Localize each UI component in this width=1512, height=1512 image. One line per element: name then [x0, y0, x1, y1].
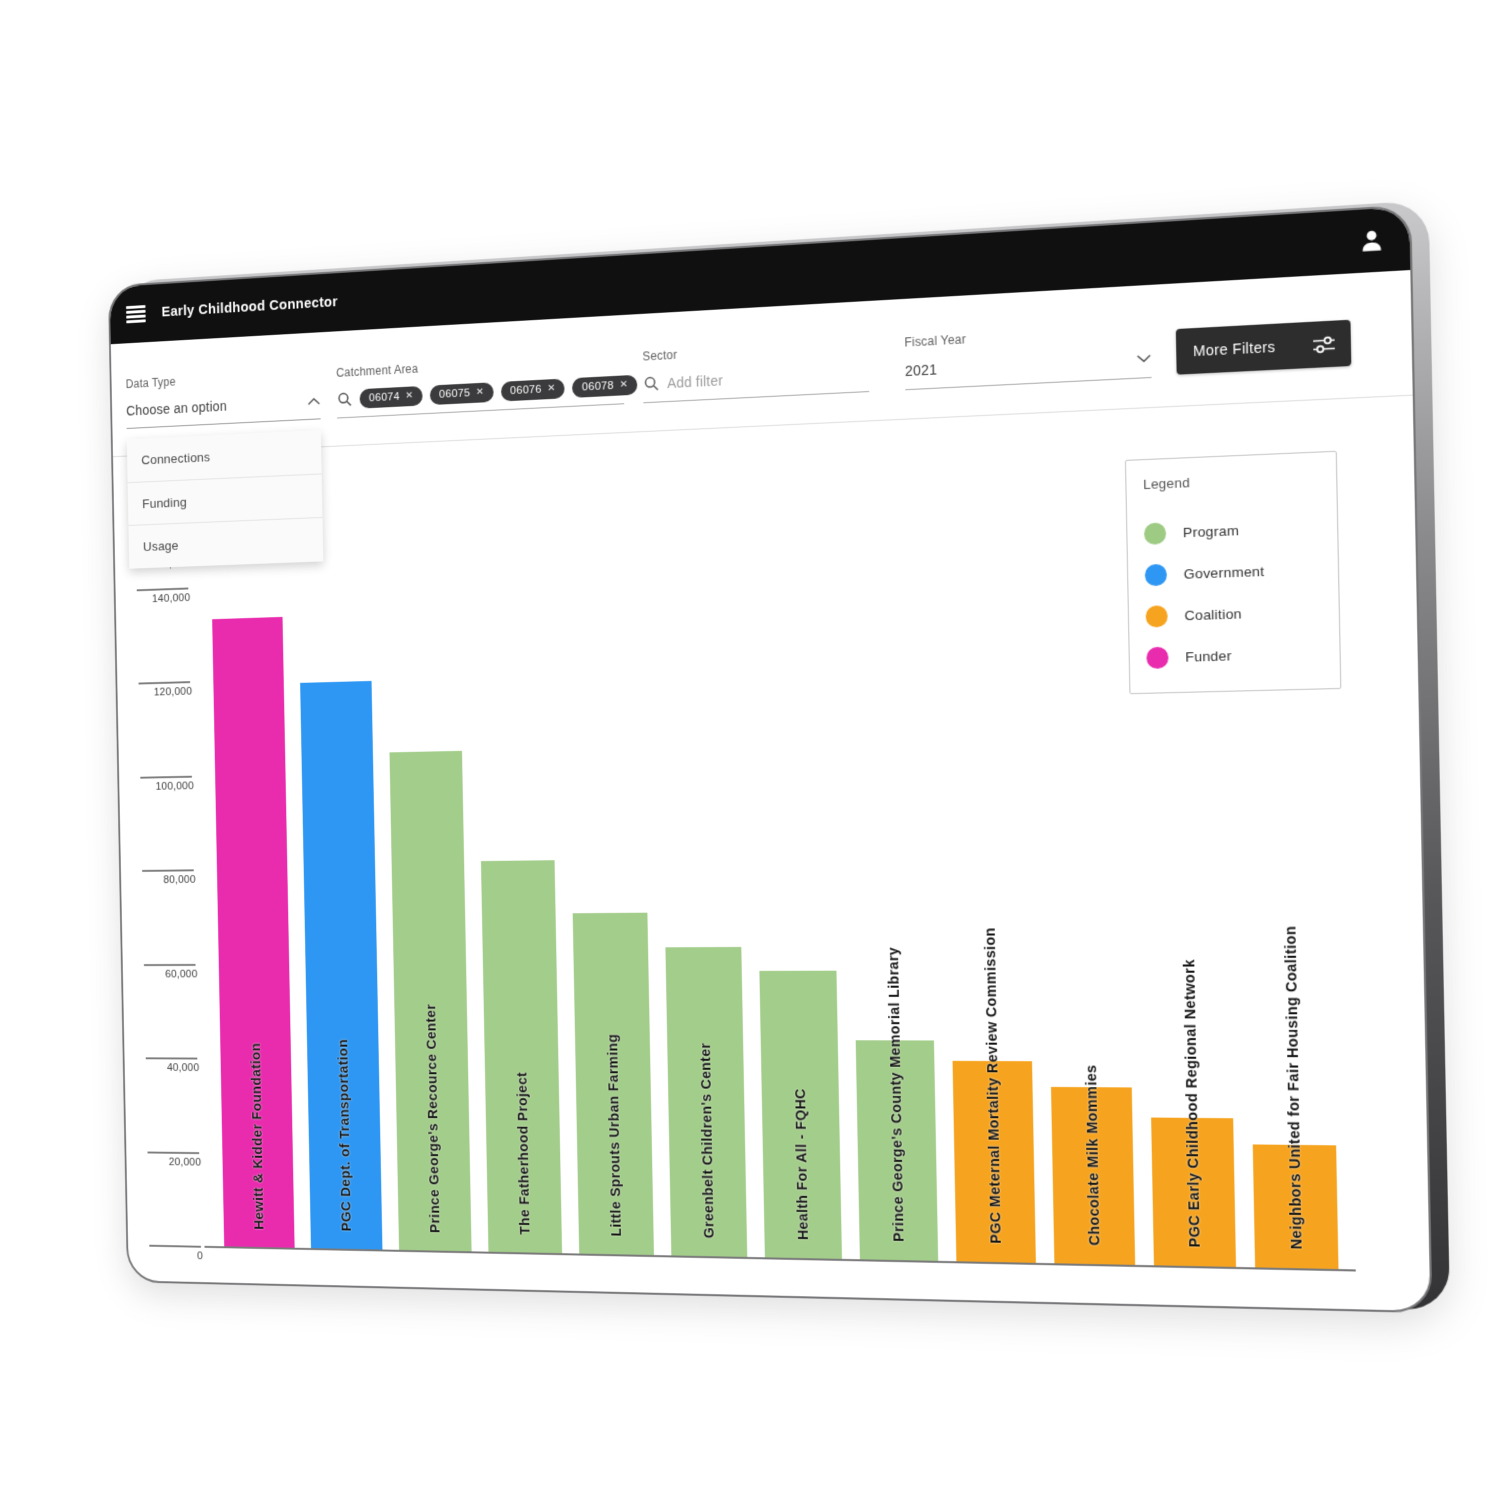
- legend-items: Program Government Coalition Funder: [1143, 506, 1323, 678]
- search-icon: [643, 375, 660, 393]
- legend-item-program: Program: [1143, 506, 1321, 554]
- y-axis-tick: [145, 1057, 198, 1060]
- filter-sliders-icon: [1312, 335, 1336, 354]
- more-filters-button[interactable]: More Filters: [1175, 319, 1352, 375]
- menu-icon[interactable]: [125, 304, 146, 324]
- chip-remove-icon[interactable]: ✕: [619, 379, 628, 391]
- y-axis-tick: [138, 681, 191, 685]
- y-axis-tick: [140, 775, 192, 779]
- legend-item-coalition: Coalition: [1145, 590, 1322, 637]
- bar-label: Chocolate Milk Mommies: [1082, 1064, 1103, 1246]
- fiscal-year-select[interactable]: 2021: [904, 342, 1152, 391]
- more-filters-label: More Filters: [1192, 338, 1276, 360]
- y-axis-tick: [142, 869, 194, 872]
- legend-item-government: Government: [1144, 548, 1321, 596]
- data-type-value: Choose an option: [126, 397, 228, 419]
- sector-filter: Sector Add filter: [642, 337, 870, 404]
- chip-remove-icon[interactable]: ✕: [547, 382, 556, 395]
- bar-label: Health For All - FQHC: [792, 1088, 811, 1241]
- data-type-dropdown: Connections Funding Usage: [126, 429, 324, 569]
- y-axis-tick-label: 0: [196, 1250, 204, 1263]
- catchment-chip[interactable]: 06076 ✕: [500, 378, 565, 402]
- y-axis-tick: [149, 1244, 201, 1248]
- chevron-down-icon: [1136, 354, 1151, 363]
- y-axis-tick-label: 100,000: [155, 780, 194, 793]
- bar-label: The Fatherhood Project: [514, 1071, 533, 1235]
- catchment-chip[interactable]: 06075 ✕: [429, 381, 494, 405]
- sector-input[interactable]: Add filter: [642, 357, 870, 404]
- y-axis-tick-label: 120,000: [153, 685, 193, 699]
- chevron-up-icon: [307, 397, 320, 405]
- y-axis-tick-label: 80,000: [163, 874, 196, 886]
- y-axis-tick-label: 60,000: [164, 968, 198, 980]
- legend-item-funder: Funder: [1146, 632, 1323, 678]
- dropdown-option-usage[interactable]: Usage: [128, 516, 324, 568]
- chip-remove-icon[interactable]: ✕: [405, 390, 414, 402]
- catchment-chips: 06074 ✕ 06075 ✕ 06076 ✕ 06078 ✕: [359, 374, 638, 409]
- data-type-select[interactable]: Choose an option: [125, 386, 321, 429]
- app-title: Early Childhood Connector: [161, 294, 338, 321]
- catchment-area-filter: Catchment Area 06074 ✕ 06075 ✕ 06076 ✕ 06078 ✕: [336, 351, 638, 419]
- legend-item-label: Funder: [1185, 647, 1232, 665]
- search-icon: [337, 391, 353, 408]
- legend-color-dot: [1143, 521, 1167, 545]
- catchment-chip[interactable]: 06078 ✕: [572, 374, 638, 398]
- legend-item-label: Program: [1182, 522, 1240, 540]
- fiscal-year-filter: Fiscal Year 2021: [904, 322, 1152, 391]
- legend-title: Legend: [1142, 474, 1191, 493]
- legend-item-label: Coalition: [1184, 605, 1243, 623]
- catchment-chip[interactable]: 06074 ✕: [359, 385, 423, 409]
- bar-label: Greenbelt Children's Center: [697, 1042, 717, 1239]
- legend-color-dot: [1146, 646, 1169, 669]
- y-axis-tick: [147, 1151, 200, 1154]
- y-axis-tick-label: 20,000: [168, 1156, 202, 1168]
- y-axis-tick-label: 140,000: [151, 591, 191, 605]
- legend-item-label: Government: [1183, 562, 1265, 582]
- legend-color-dot: [1145, 604, 1168, 628]
- chip-remove-icon[interactable]: ✕: [475, 386, 484, 398]
- sector-placeholder: Add filter: [667, 371, 723, 391]
- tablet-screen: Early Childhood Connector Data Type Choo…: [107, 204, 1433, 1314]
- chart-legend: Legend Program Government Coalition Funder: [1124, 450, 1342, 695]
- tablet-mockup: Early Childhood Connector Data Type Choo…: [107, 200, 1450, 1314]
- data-type-filter: Data Type Choose an option: [126, 367, 321, 429]
- account-person-icon[interactable]: [1357, 226, 1386, 255]
- legend-color-dot: [1144, 563, 1168, 586]
- catchment-area-input[interactable]: 06074 ✕ 06075 ✕ 06076 ✕ 06078 ✕: [336, 370, 638, 419]
- y-axis-tick: [143, 963, 196, 966]
- y-axis-tick-label: 40,000: [166, 1062, 200, 1074]
- fiscal-year-value: 2021: [904, 360, 938, 379]
